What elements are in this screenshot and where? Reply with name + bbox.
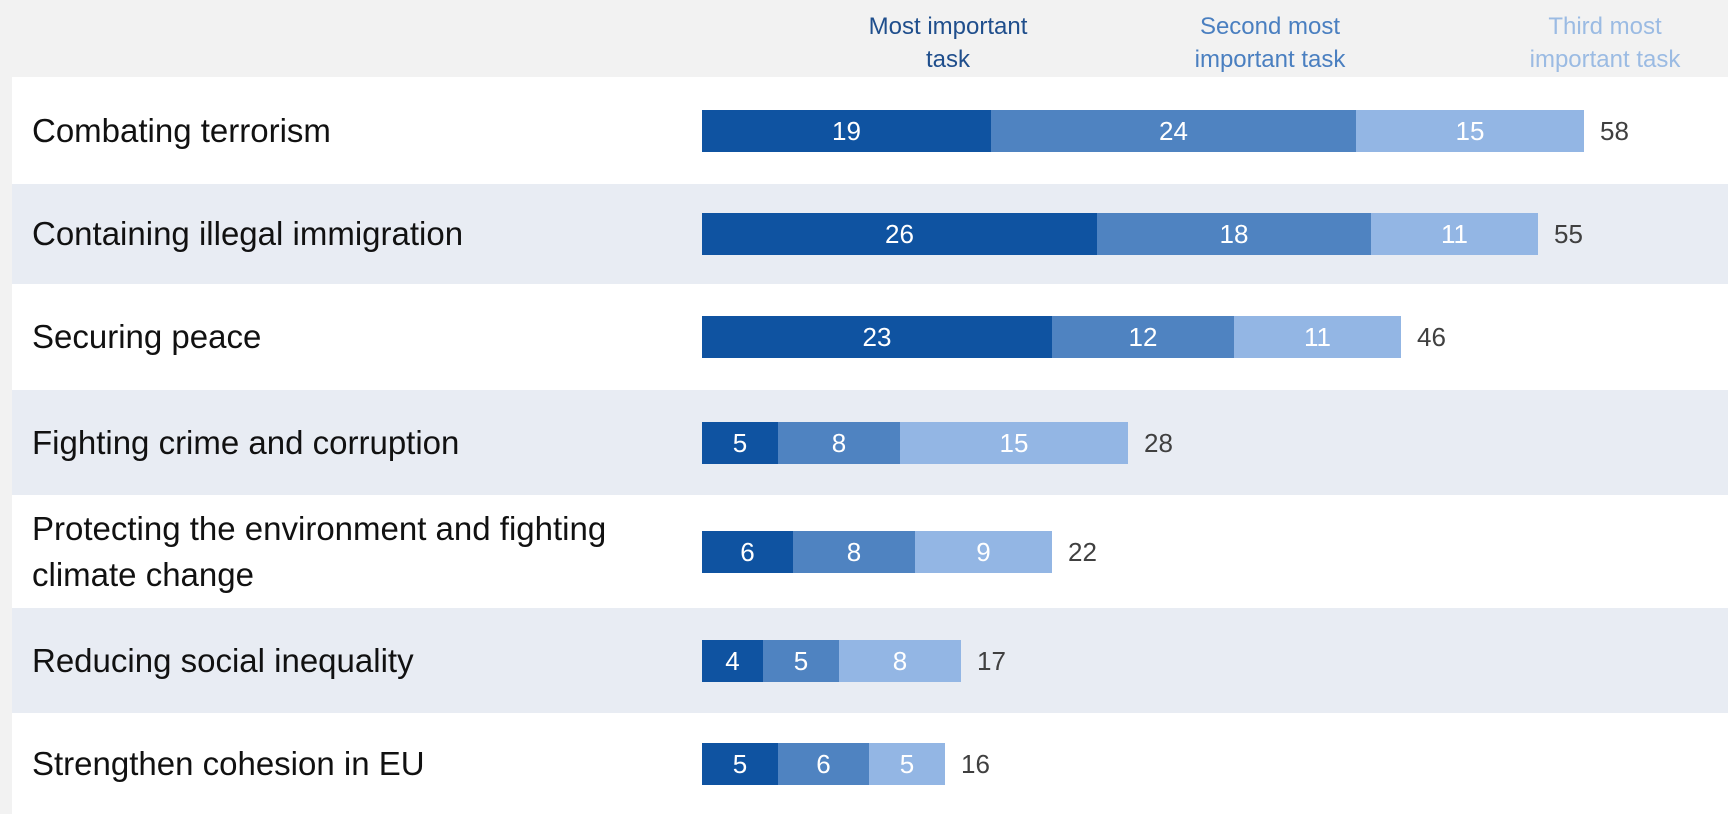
bar-segment: 11 <box>1234 316 1401 358</box>
legend: Most important task Second most important… <box>0 0 1728 80</box>
chart-row: Protecting the environment and fighting … <box>12 495 1728 608</box>
chart-row: Containing illegal immigration 26 18 11 55 <box>12 184 1728 284</box>
category-label: Combating terrorism <box>32 111 331 149</box>
legend-entry-1: Most important task <box>868 13 1028 73</box>
bar-segment: 4 <box>702 640 763 682</box>
bar-segment: 11 <box>1371 213 1538 255</box>
bar-segment: 15 <box>900 422 1128 464</box>
bar-total-label: 55 <box>1554 218 1583 249</box>
category-label: Reducing social inequality <box>32 641 414 679</box>
bar-segment: 12 <box>1052 316 1234 358</box>
bar-segment: 5 <box>763 640 839 682</box>
bar-segment: 18 <box>1097 213 1371 255</box>
bar-segment: 8 <box>839 640 961 682</box>
bar-segment: 19 <box>702 110 991 152</box>
bar-total-label: 58 <box>1600 115 1629 146</box>
bar-segment: 26 <box>702 213 1097 255</box>
bar-segment: 6 <box>778 743 869 785</box>
category-label: Fighting crime and corruption <box>32 423 460 461</box>
bar-total-label: 17 <box>977 645 1006 676</box>
bar-segment: 8 <box>778 422 900 464</box>
bar-segment: 5 <box>869 743 945 785</box>
category-label: Strengthen cohesion in EU <box>32 744 425 782</box>
bar-total-label: 16 <box>961 748 990 779</box>
chart-row: Combating terrorism 19 24 15 58 <box>12 77 1728 184</box>
legend-entry-2: Second most important task <box>1194 13 1346 73</box>
chart-area: Combating terrorism 19 24 15 58 Containing il… <box>12 77 1728 814</box>
bar-segment: 15 <box>1356 110 1584 152</box>
bar-segment: 5 <box>702 422 778 464</box>
bar-total-label: 46 <box>1417 321 1446 352</box>
chart-row: Reducing social inequality 4 5 8 17 <box>12 608 1728 713</box>
bar-segment: 8 <box>793 531 915 573</box>
bar-segment: 9 <box>915 531 1052 573</box>
bar-segment: 23 <box>702 316 1052 358</box>
bar-total-label: 28 <box>1144 427 1173 458</box>
bar-segment: 6 <box>702 531 793 573</box>
bar-segment: 5 <box>702 743 778 785</box>
chart-row: Strengthen cohesion in EU 5 6 5 16 <box>12 713 1728 814</box>
bar-total-label: 22 <box>1068 536 1097 567</box>
bar-segment: 24 <box>991 110 1356 152</box>
chart-row: Fighting crime and corruption 5 8 15 28 <box>12 390 1728 495</box>
category-label: Containing illegal immigration <box>32 215 464 252</box>
chart-row: Securing peace 23 12 11 46 <box>12 284 1728 390</box>
category-label: Securing peace <box>32 318 262 355</box>
legend-entry-3: Third most important task <box>1529 13 1681 73</box>
category-label: Protecting the environment and fighting … <box>32 509 607 593</box>
